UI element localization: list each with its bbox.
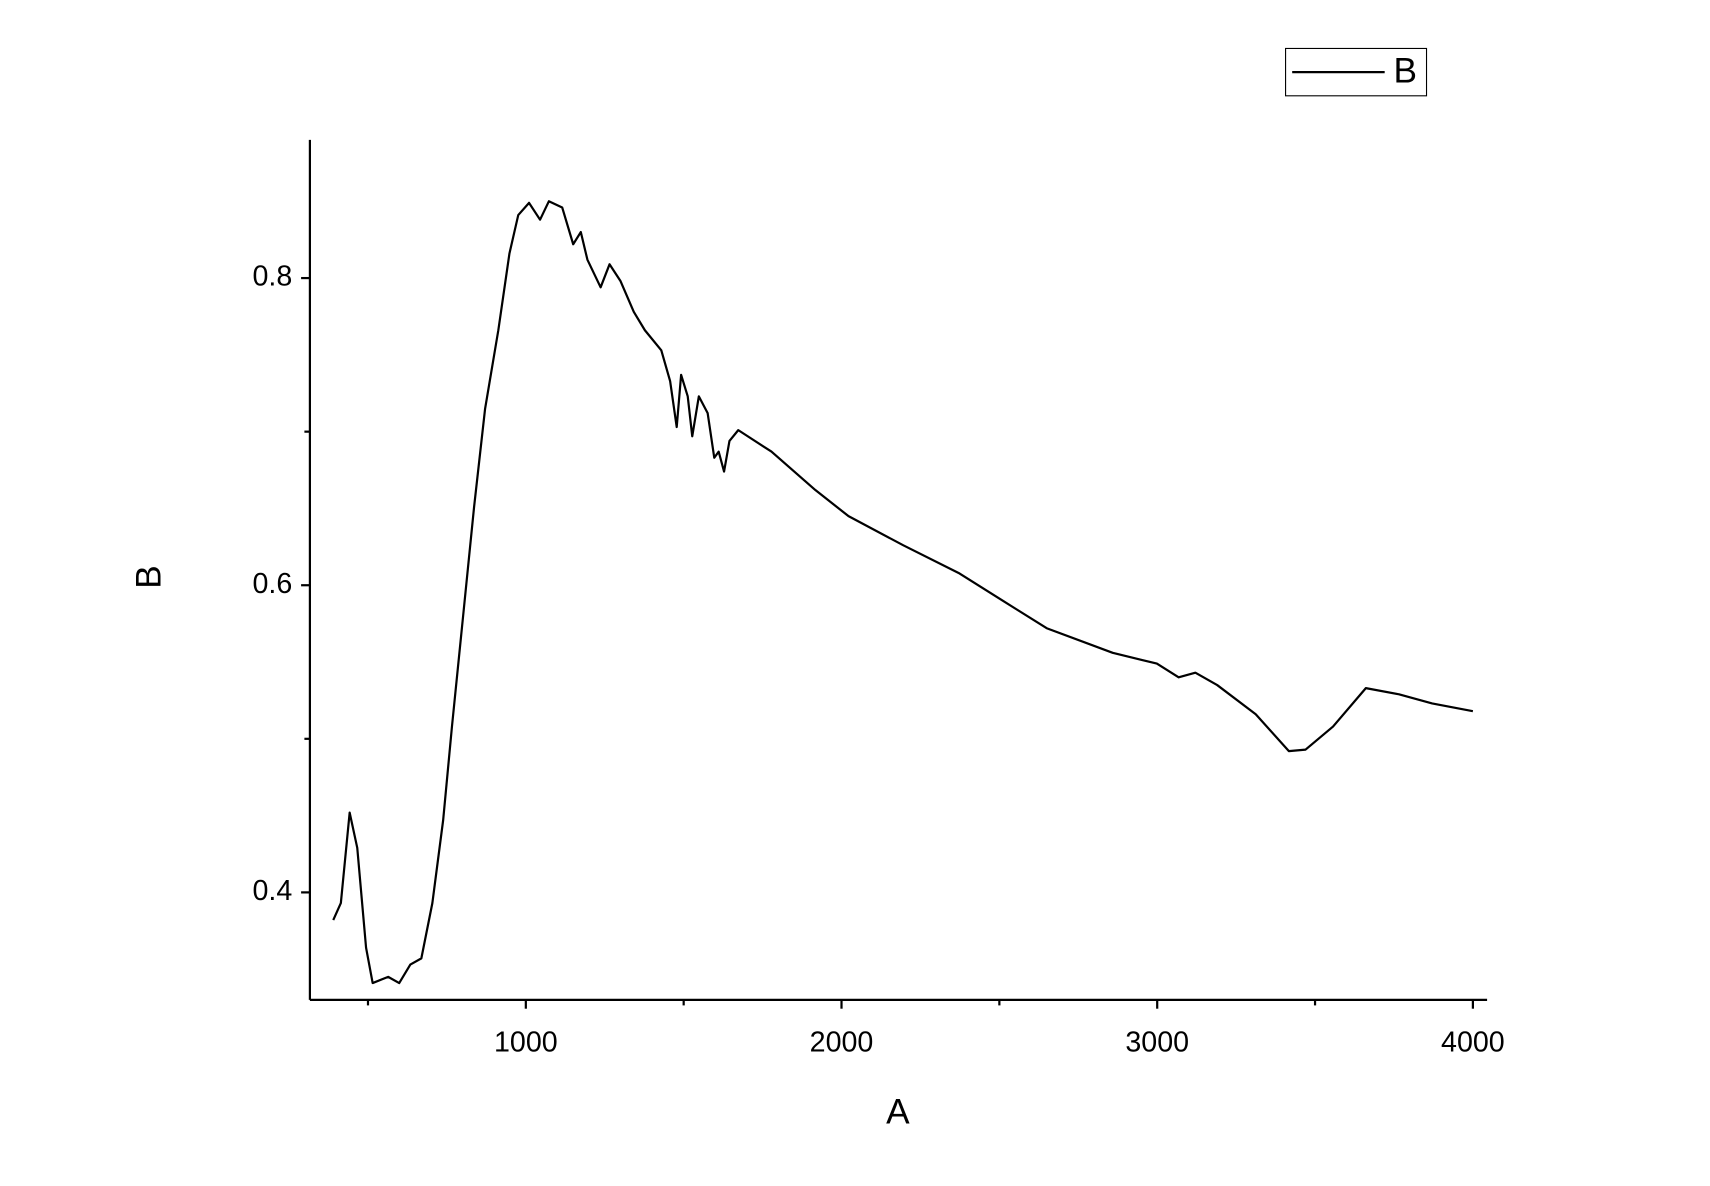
x-tick-label: 3000 [1125,1027,1189,1059]
y-tick-label: 0.4 [252,875,292,907]
y-tick-label: 0.6 [252,568,292,600]
x-tick-label: 1000 [494,1027,558,1059]
x-tick-label: 4000 [1441,1027,1505,1059]
line [332,200,1474,985]
x-tick-label: 2000 [810,1027,874,1059]
legend-label: B [1393,52,1417,91]
y-tick-label: 0.8 [252,261,292,293]
y-axis-title: B [130,565,169,588]
x-axis-title: A [886,1093,910,1132]
